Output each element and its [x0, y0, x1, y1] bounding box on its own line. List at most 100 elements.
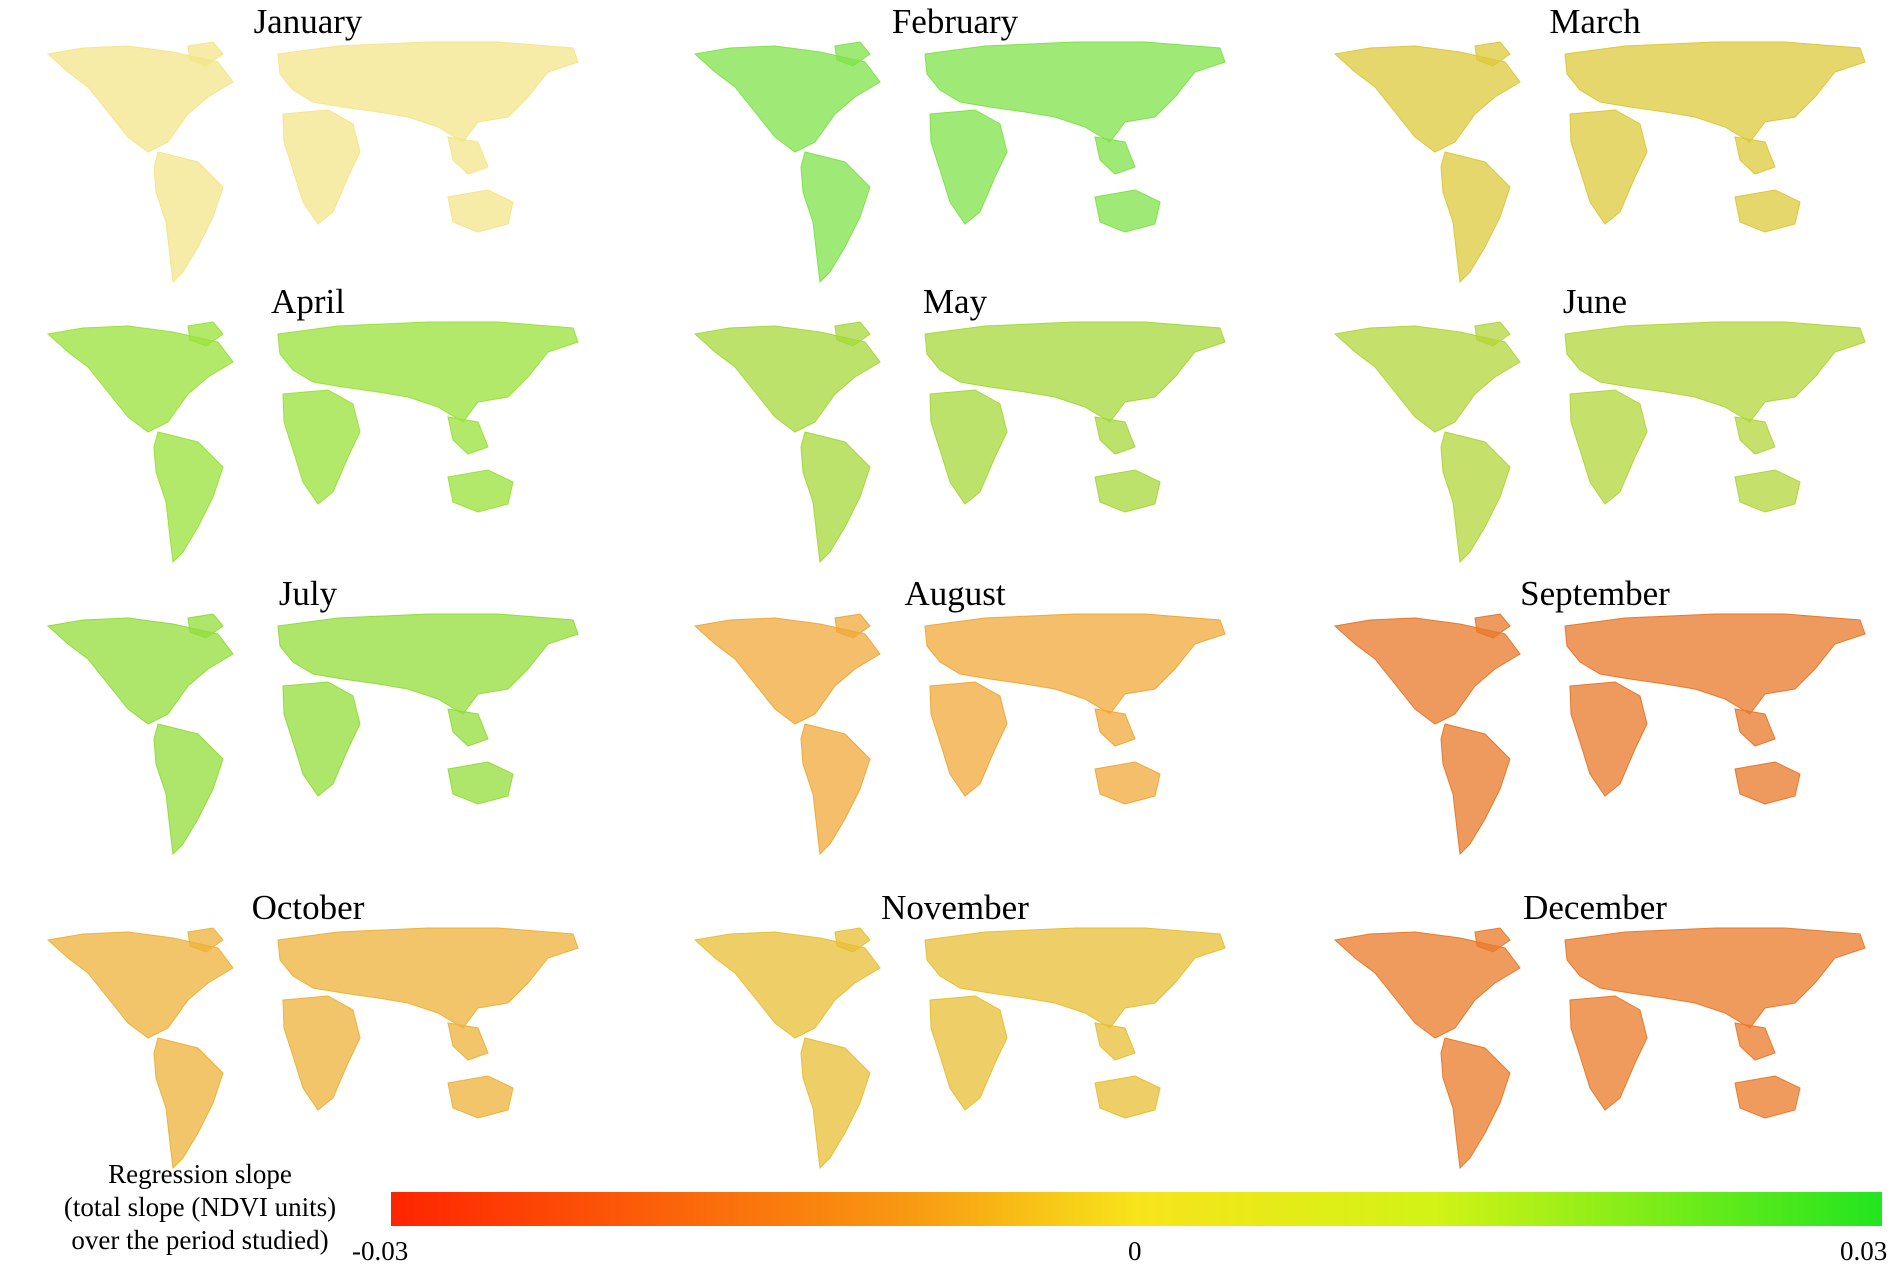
panel-title: August	[904, 574, 1006, 613]
australia-landmass	[1734, 761, 1801, 805]
africa-landmass	[929, 389, 1008, 505]
south-america-landmass	[153, 431, 224, 564]
legend-label: Regression slope (total slope (NDVI unit…	[20, 1158, 380, 1257]
world-map	[1333, 613, 1866, 856]
world-map	[1333, 321, 1866, 564]
colorbar	[391, 1192, 1882, 1226]
world-map	[46, 321, 579, 564]
south-america-landmass	[153, 151, 224, 284]
australia-landmass	[447, 469, 514, 513]
map-panel-june: June	[1295, 282, 1895, 582]
greenland-landmass	[187, 321, 224, 347]
greenland-landmass	[187, 41, 224, 67]
australia-landmass	[1734, 189, 1801, 233]
world-map	[46, 927, 579, 1170]
africa-landmass	[1569, 389, 1648, 505]
map-panel-december: December	[1295, 888, 1895, 1188]
africa-landmass	[1569, 995, 1648, 1111]
greenland-landmass	[1474, 613, 1511, 639]
north-america-landmass	[1333, 45, 1521, 153]
southeast-asia-landmass	[447, 416, 489, 455]
world-map	[693, 927, 1226, 1170]
australia-landmass	[447, 761, 514, 805]
africa-landmass	[282, 995, 361, 1111]
panel-title: September	[1520, 574, 1670, 613]
map-panel-october: October	[8, 888, 608, 1188]
europe-asia-landmass	[924, 613, 1226, 715]
south-america-landmass	[800, 431, 871, 564]
map-panel-january: January	[8, 2, 608, 302]
panel-title: April	[271, 282, 345, 321]
greenland-landmass	[187, 613, 224, 639]
southeast-asia-landmass	[447, 136, 489, 175]
panel-title: May	[922, 282, 988, 321]
panel-title: March	[1549, 2, 1641, 41]
southeast-asia-landmass	[1734, 416, 1776, 455]
south-america-landmass	[800, 151, 871, 284]
colorbar-tick-mid: 0	[1128, 1236, 1142, 1266]
australia-landmass	[1094, 1075, 1161, 1119]
greenland-landmass	[834, 927, 871, 953]
world-map	[1333, 41, 1866, 284]
southeast-asia-landmass	[1094, 416, 1136, 455]
world-map	[693, 613, 1226, 856]
greenland-landmass	[187, 927, 224, 953]
panel-title: November	[881, 888, 1029, 927]
north-america-landmass	[693, 325, 881, 433]
colorbar-tick-max: 0.03	[1840, 1236, 1888, 1266]
north-america-landmass	[693, 45, 881, 153]
panel-title: December	[1523, 888, 1667, 927]
panel-title: July	[278, 574, 338, 613]
map-panel-march: March	[1295, 2, 1895, 302]
south-america-landmass	[800, 723, 871, 856]
north-america-landmass	[693, 931, 881, 1039]
australia-landmass	[447, 189, 514, 233]
europe-asia-landmass	[924, 927, 1226, 1029]
greenland-landmass	[834, 321, 871, 347]
north-america-landmass	[46, 931, 234, 1039]
southeast-asia-landmass	[1094, 136, 1136, 175]
world-map	[46, 41, 579, 284]
southeast-asia-landmass	[1094, 708, 1136, 747]
north-america-landmass	[693, 617, 881, 725]
north-america-landmass	[46, 45, 234, 153]
greenland-landmass	[1474, 927, 1511, 953]
map-panel-february: February	[655, 2, 1255, 302]
southeast-asia-landmass	[1734, 708, 1776, 747]
south-america-landmass	[1440, 431, 1511, 564]
greenland-landmass	[1474, 41, 1511, 67]
australia-landmass	[1094, 189, 1161, 233]
north-america-landmass	[1333, 325, 1521, 433]
map-panel-september: September	[1295, 574, 1895, 874]
north-america-landmass	[1333, 617, 1521, 725]
africa-landmass	[282, 109, 361, 225]
europe-asia-landmass	[277, 613, 579, 715]
north-america-landmass	[46, 617, 234, 725]
south-america-landmass	[1440, 1037, 1511, 1170]
southeast-asia-landmass	[1734, 1022, 1776, 1061]
europe-asia-landmass	[277, 927, 579, 1029]
map-panel-july: July	[8, 574, 608, 874]
legend-label-line: (total slope (NDVI units)	[63, 1192, 337, 1222]
map-panel-august: August	[655, 574, 1255, 874]
europe-asia-landmass	[924, 41, 1226, 143]
world-map	[693, 41, 1226, 284]
africa-landmass	[1569, 109, 1648, 225]
europe-asia-landmass	[1564, 927, 1866, 1029]
southeast-asia-landmass	[1094, 1022, 1136, 1061]
australia-landmass	[1094, 761, 1161, 805]
europe-asia-landmass	[277, 41, 579, 143]
southeast-asia-landmass	[447, 708, 489, 747]
colorbar-tick-min: -0.03	[352, 1236, 409, 1266]
europe-asia-landmass	[277, 321, 579, 423]
greenland-landmass	[834, 613, 871, 639]
africa-landmass	[929, 995, 1008, 1111]
map-panel-april: April	[8, 282, 608, 582]
legend-label-line: over the period studied)	[71, 1225, 329, 1255]
africa-landmass	[929, 681, 1008, 797]
europe-asia-landmass	[1564, 613, 1866, 715]
panel-title: January	[253, 2, 363, 41]
world-map	[46, 613, 579, 856]
south-america-landmass	[1440, 723, 1511, 856]
africa-landmass	[282, 389, 361, 505]
